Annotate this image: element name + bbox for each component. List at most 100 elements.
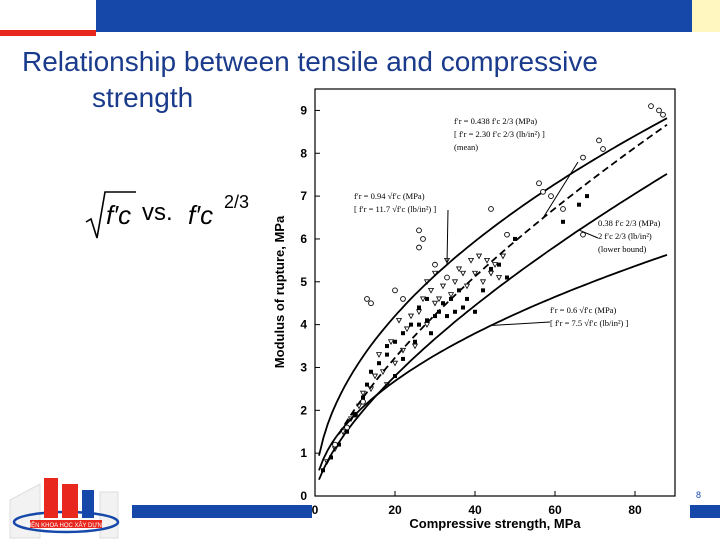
data-point-triangle <box>495 275 503 281</box>
y-tick-label: 6 <box>300 232 307 246</box>
leader-sqrt094 <box>446 209 449 265</box>
data-point-circle <box>536 180 542 187</box>
logo-text: VIỆN KHOA HỌC XÂY DỰNG <box>25 521 106 529</box>
data-point-circle <box>392 287 398 294</box>
data-point-triangle <box>471 270 479 277</box>
data-point-square <box>433 314 437 319</box>
data-point-triangle <box>415 309 423 316</box>
data-point-square <box>353 412 357 417</box>
data-point-circle <box>400 296 406 302</box>
data-point-square <box>409 322 413 327</box>
data-point-square <box>345 429 349 434</box>
data-point-square <box>417 305 421 310</box>
data-point-square <box>457 288 461 293</box>
data-point-square <box>481 288 485 293</box>
data-point-square <box>401 331 405 336</box>
formula-exponent: 2/3 <box>224 192 249 212</box>
data-point-square <box>441 301 445 306</box>
data-point-triangle <box>395 317 403 324</box>
data-point-circle <box>596 137 602 144</box>
x-tick-label: 80 <box>628 503 642 517</box>
data-point-triangle <box>331 446 339 453</box>
data-point-square <box>461 305 465 310</box>
x-tick-label: 20 <box>388 503 402 517</box>
data-point-square <box>497 262 501 267</box>
annotation-sqrt094-line: [ f′r = 11.7 √f′c (lb/in²) ] <box>354 204 436 214</box>
data-point-square <box>365 382 369 387</box>
annotation-sqrt094-line: f′r = 0.94 √f′c (MPa) <box>354 191 425 201</box>
data-point-triangle <box>347 416 355 423</box>
data-point-square <box>385 352 389 357</box>
y-tick-label: 8 <box>300 146 307 160</box>
slide-title: Relationship between tensile and compres… <box>22 44 702 116</box>
data-point-square <box>385 344 389 349</box>
formula-right-symbol: f′c <box>188 200 213 230</box>
data-point-circle <box>364 296 370 302</box>
data-point-square <box>577 202 581 207</box>
data-point-triangle <box>403 326 411 333</box>
data-point-circle <box>416 227 422 234</box>
data-point-square <box>437 309 441 314</box>
leader-sqrt06 <box>490 321 551 326</box>
data-point-square <box>393 374 397 379</box>
data-point-circle <box>432 261 438 268</box>
data-point-triangle <box>423 322 431 328</box>
data-point-triangle <box>487 270 495 277</box>
x-tick-label: 0 <box>312 503 319 517</box>
data-point-square <box>413 339 417 344</box>
y-tick-label: 2 <box>300 403 307 417</box>
top-red-stripe <box>0 30 96 36</box>
data-point-square <box>473 309 477 314</box>
data-point-triangle <box>455 266 463 273</box>
x-tick-label: 40 <box>468 503 482 517</box>
top-corner-block <box>692 0 720 32</box>
data-point-circle <box>540 188 546 195</box>
x-tick-label: 60 <box>548 503 562 517</box>
data-point-square <box>393 339 397 344</box>
data-point-circle <box>416 244 422 251</box>
data-point-square <box>417 322 421 327</box>
y-axis-label: Modulus of rupture, MPa <box>272 215 287 368</box>
data-point-triangle <box>375 352 383 358</box>
data-point-triangle <box>411 343 419 350</box>
annotation-lower-bound-line: 0.38 f′c 2/3 (MPa) <box>598 218 660 228</box>
slide-title-line1: Relationship between tensile and compres… <box>22 46 598 77</box>
data-point-triangle <box>431 270 439 277</box>
data-point-circle <box>560 206 566 212</box>
data-point-triangle <box>451 279 459 286</box>
data-point-triangle <box>491 262 499 268</box>
data-point-circle <box>660 111 666 118</box>
data-point-triangle <box>399 347 407 354</box>
data-point-square <box>425 296 429 301</box>
data-point-circle <box>332 441 338 448</box>
data-point-triangle <box>419 296 427 303</box>
annotation-mean-line: f′r = 0.438 f′c 2/3 (MPa) <box>454 116 537 126</box>
data-point-triangle <box>431 300 439 307</box>
formula-vs: vs. <box>142 199 173 226</box>
data-point-circle <box>344 424 350 431</box>
y-tick-label: 7 <box>300 189 307 203</box>
data-point-circle <box>360 398 366 405</box>
plot-frame <box>314 88 676 497</box>
data-point-circle <box>504 231 510 238</box>
bottom-accent-bar-right <box>690 505 720 518</box>
leader-lower <box>578 229 599 239</box>
data-point-triangle <box>459 270 467 277</box>
data-point-triangle <box>423 279 431 286</box>
annotation-lower-bound-line: (lower bound) <box>598 244 647 254</box>
data-point-triangle <box>355 403 363 410</box>
institute-logo: VIỆN KHOA HỌC XÂY DỰNG <box>0 470 132 540</box>
annotation-mean-line: [ f′r = 2.30 f′c 2/3 (lb/in²) ] <box>454 129 545 139</box>
data-point-triangle <box>467 257 475 264</box>
data-point-triangle <box>435 296 443 303</box>
data-point-circle <box>648 103 654 109</box>
data-point-triangle <box>379 369 387 375</box>
data-point-triangle <box>387 339 395 346</box>
data-point-triangle <box>439 283 447 290</box>
y-tick-label: 1 <box>300 446 307 460</box>
data-point-triangle <box>323 459 331 465</box>
data-point-square <box>505 275 509 280</box>
annotation-sqrt06-line: [ f′r = 7.5 √f′c (lb/in²) ] <box>550 318 628 328</box>
data-point-square <box>321 468 325 473</box>
data-point-triangle <box>359 390 367 397</box>
